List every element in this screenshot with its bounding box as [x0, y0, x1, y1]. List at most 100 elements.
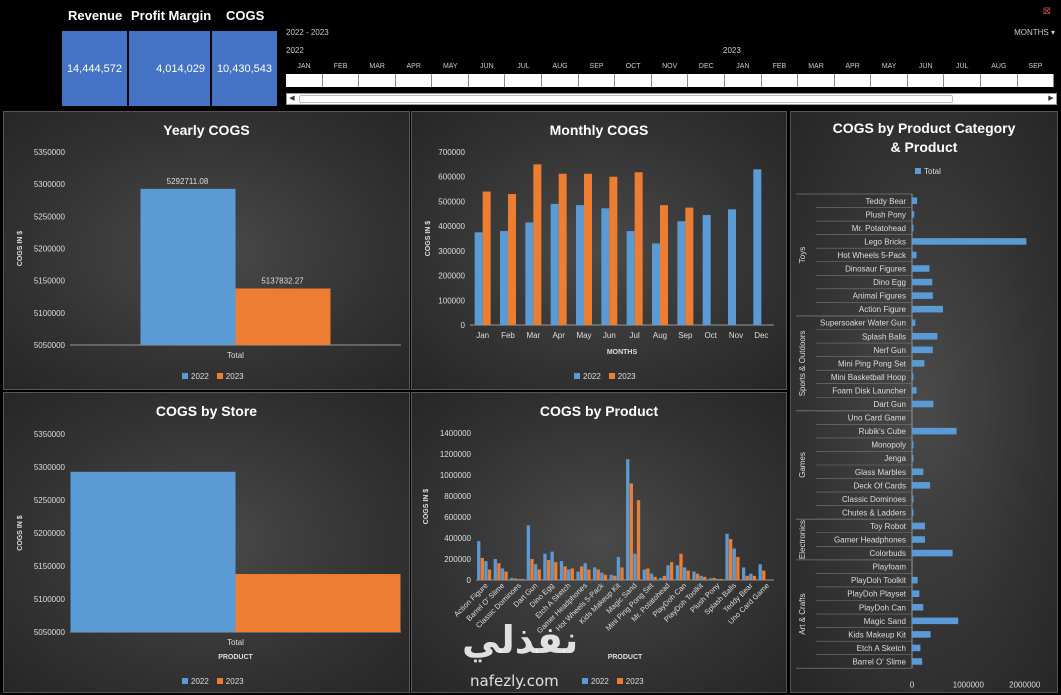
bar [912, 617, 959, 625]
monthly-cogs-panel: Monthly COGS 0 100000 200000 300000 400000 50… [411, 111, 787, 390]
timeline-month[interactable]: MAY [881, 63, 897, 70]
bar [626, 231, 635, 325]
bar [546, 560, 551, 580]
bar [912, 658, 923, 665]
bar [477, 541, 481, 580]
timeline-month[interactable]: APR [845, 63, 860, 70]
bar [596, 569, 600, 580]
bar [526, 525, 531, 580]
y-axis-title: COGS IN $ [17, 515, 24, 551]
store-legend: 2022 2023 [182, 677, 244, 686]
bar [600, 572, 604, 580]
category-tick-label: Action Figure [859, 305, 907, 314]
timeline-month[interactable]: JUN [480, 63, 494, 70]
bar [550, 203, 559, 325]
timeline-month[interactable]: AUG [991, 63, 1007, 70]
bar [912, 360, 925, 367]
timeline-year-2023: 2023 [723, 46, 741, 55]
y-tick-label: 5350000 [34, 148, 66, 157]
bar [912, 400, 934, 408]
bar [686, 570, 690, 580]
timeline-period-bar[interactable] [286, 74, 1055, 87]
bar [504, 571, 508, 580]
timeline-month[interactable]: C [1053, 63, 1061, 70]
timeline-month[interactable]: FEB [772, 63, 787, 70]
timeline-month[interactable]: DEC [698, 63, 714, 70]
timeline-month[interactable]: JUL [956, 63, 969, 70]
monthly-cogs-title: Monthly COGS [549, 122, 649, 138]
x-tick-label: 0 [910, 680, 915, 689]
kpi-profit-label: Profit Margin [131, 8, 212, 23]
bar [729, 539, 733, 580]
legend-2022-label: 2022 [191, 372, 209, 381]
legend-2022: 2022 [582, 677, 609, 686]
category-tick-label: Toy Robot [870, 522, 907, 531]
category-cogs-panel: COGS by Product Category & Product Total… [790, 111, 1058, 693]
y-tick-label: 700000 [438, 148, 465, 157]
timeline-month[interactable]: JUL [517, 63, 530, 70]
bar [716, 578, 720, 580]
bar [493, 559, 497, 580]
timeline-scrollbar[interactable]: ◀ ▶ [286, 93, 1057, 105]
bar [912, 468, 924, 476]
x-tick-label: Apr [552, 331, 565, 340]
category-tick-label: Chutes & Ladders [842, 508, 906, 517]
timeline-month[interactable]: SEP [1028, 63, 1043, 70]
category-tick-label: Kids Makeup Kit [848, 630, 907, 639]
group-label: Electronics [798, 520, 807, 559]
bar [912, 482, 931, 489]
y-tick-label: 300000 [438, 247, 465, 256]
timeline-month[interactable]: FEB [333, 63, 348, 70]
timeline-scroll-thumb[interactable] [299, 95, 953, 103]
category-tick-label: Classic Dominoes [842, 495, 906, 504]
bar [912, 590, 920, 597]
bar [662, 575, 667, 580]
legend-2022-label: 2022 [191, 677, 209, 686]
bar [912, 536, 925, 543]
y-tick-label: 400000 [438, 222, 465, 231]
bar [601, 208, 610, 325]
timeline-month[interactable]: NOV [662, 63, 678, 70]
y-tick-label: 0 [461, 321, 466, 330]
bar [912, 373, 914, 381]
y-tick-label: 5200000 [34, 245, 66, 254]
timeline-slicer[interactable]: 2022 - 2023 MONTHS ▾ ⊠ 2022 2023 JAN FEB M… [283, 6, 1061, 108]
timeline-month[interactable]: JAN [736, 63, 750, 70]
y-tick-label: 5250000 [34, 496, 66, 505]
scroll-left-icon[interactable]: ◀ [289, 95, 295, 102]
category-tick-label: Monopoly [871, 441, 906, 450]
category-tick-label: Lego Bricks [864, 237, 906, 246]
watermark-logo: نفذلي [462, 618, 579, 662]
bar [543, 553, 547, 580]
timeline-month[interactable]: JUN [918, 63, 933, 70]
group-label: Games [798, 452, 807, 478]
y-tick-label: 600000 [438, 173, 465, 182]
timeline-month[interactable]: AUG [552, 63, 568, 70]
clear-filter-icon[interactable]: ⊠ [1042, 6, 1051, 17]
timeline-month[interactable]: OCT [625, 63, 641, 70]
timeline-month[interactable]: MAR [808, 63, 824, 70]
timeline-month[interactable]: APR [406, 63, 421, 70]
bar [912, 265, 930, 272]
bar [912, 319, 916, 326]
category-tick-label: Colorbuds [870, 549, 906, 558]
timeline-level-dropdown[interactable]: MONTHS ▾ [1014, 28, 1055, 37]
monthly-cogs-chart: 0 100000 200000 300000 400000 500000 600000 700… [425, 148, 774, 356]
x-tick-label: 1000000 [953, 680, 985, 689]
bar [912, 522, 925, 530]
category-tick-label: Splash Balls [862, 332, 906, 341]
timeline-month[interactable]: JAN [297, 63, 311, 70]
scroll-right-icon[interactable]: ▶ [1048, 95, 1054, 102]
timeline-month[interactable]: MAR [369, 63, 385, 70]
category-cogs-title-line1: COGS by Product Category [832, 120, 1016, 136]
x-tick-label: Feb [501, 331, 515, 340]
yearly-legend: 2022 2023 [182, 372, 244, 381]
bar [659, 577, 663, 580]
timeline-month[interactable]: MAY [442, 63, 458, 70]
product-cogs-chart: 0 200000 400000 600000 800000 1000000 1200000 1… [423, 429, 774, 661]
category-tick-label: PlayDoh Toolkit [851, 576, 907, 585]
bar [679, 553, 683, 580]
timeline-month[interactable]: SEP [589, 63, 604, 70]
legend-2022: 2022 [182, 372, 209, 381]
bar [235, 574, 401, 632]
